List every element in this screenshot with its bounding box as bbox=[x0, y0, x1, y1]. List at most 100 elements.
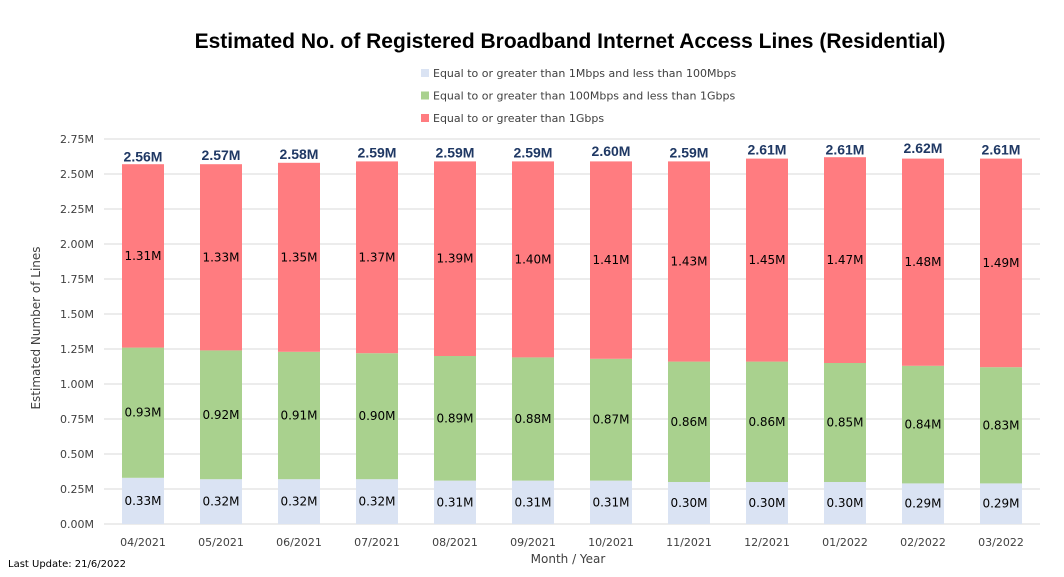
x-tick-label: 05/2021 bbox=[198, 536, 244, 549]
bar-segment-1gbps bbox=[824, 157, 866, 363]
y-tick-label: 1.75M bbox=[60, 273, 94, 286]
x-tick-label: 09/2021 bbox=[510, 536, 556, 549]
segment-data-label: 0.32M bbox=[202, 495, 239, 509]
legend-entry: Equal to or greater than 100Mbps and les… bbox=[433, 90, 735, 103]
legend-entry: Equal to or greater than 1Gbps bbox=[433, 112, 604, 125]
segment-data-label: 0.87M bbox=[592, 413, 629, 427]
segment-data-label: 0.31M bbox=[514, 495, 551, 509]
total-data-label: 2.61M bbox=[748, 142, 787, 158]
bar-segment-1gbps bbox=[590, 161, 632, 359]
y-tick-label: 2.75M bbox=[60, 133, 94, 146]
segment-data-label: 0.91M bbox=[280, 409, 317, 423]
bar-segment-1gbps bbox=[668, 161, 710, 362]
segment-data-label: 1.48M bbox=[904, 255, 941, 269]
segment-data-label: 1.31M bbox=[124, 249, 161, 263]
bar-segment-100mbps-1gbps bbox=[278, 351, 320, 480]
bar-segment-100mbps-1gbps bbox=[590, 358, 632, 481]
total-data-label: 2.60M bbox=[592, 143, 631, 159]
bar-segment-100mbps-1gbps bbox=[512, 357, 554, 481]
segment-data-label: 0.30M bbox=[748, 496, 785, 510]
y-tick-label: 2.00M bbox=[60, 238, 94, 251]
segment-data-label: 0.89M bbox=[436, 411, 473, 425]
total-data-label: 2.59M bbox=[514, 144, 553, 160]
bar-segment-100mbps-1gbps bbox=[668, 361, 710, 482]
segment-data-label: 0.86M bbox=[670, 415, 707, 429]
x-tick-label: 07/2021 bbox=[354, 536, 400, 549]
chart-title: Estimated No. of Registered Broadband In… bbox=[195, 30, 946, 53]
y-tick-label: 0.50M bbox=[60, 448, 94, 461]
segment-data-label: 1.45M bbox=[748, 253, 785, 267]
segment-data-label: 1.43M bbox=[670, 255, 707, 269]
total-data-label: 2.61M bbox=[982, 142, 1021, 158]
bar-segment-1gbps bbox=[356, 161, 398, 354]
x-tick-label: 11/2021 bbox=[666, 536, 712, 549]
bar-segment-1gbps bbox=[434, 161, 476, 356]
bar-segment-100mbps-1gbps bbox=[824, 363, 866, 482]
x-tick-label: 03/2022 bbox=[978, 536, 1024, 549]
segment-data-label: 0.90M bbox=[358, 409, 395, 423]
x-axis-ticks: 04/2021 05/2021 06/2021 07/2021 08/2021 09/20… bbox=[120, 536, 1024, 549]
bar-segment-1gbps bbox=[746, 158, 788, 362]
y-axis-ticks: 0.00M 0.25M 0.50M 0.75M 1.00M 1.25M 1.50M 1.75M… bbox=[60, 133, 94, 531]
segment-data-label: 0.93M bbox=[124, 406, 161, 420]
total-data-label: 2.56M bbox=[124, 149, 163, 165]
x-tick-label: 12/2021 bbox=[744, 536, 790, 549]
bar-segment-1mbps-100mbps bbox=[980, 483, 1022, 524]
y-tick-label: 2.25M bbox=[60, 203, 94, 216]
segment-data-label: 0.30M bbox=[670, 496, 707, 510]
bar-segment-1mbps-100mbps bbox=[746, 482, 788, 524]
gridlines bbox=[104, 138, 1040, 525]
x-tick-label: 08/2021 bbox=[432, 536, 478, 549]
segment-data-label: 1.35M bbox=[280, 250, 317, 264]
x-tick-label: 10/2021 bbox=[588, 536, 634, 549]
bar-segment-1gbps bbox=[278, 162, 320, 352]
bar-segment-100mbps-1gbps bbox=[980, 367, 1022, 484]
y-tick-label: 1.25M bbox=[60, 343, 94, 356]
total-data-label: 2.58M bbox=[280, 146, 319, 162]
segment-data-label: 0.83M bbox=[982, 418, 1019, 432]
segment-data-label: 0.85M bbox=[826, 416, 863, 430]
bar-segment-100mbps-1gbps bbox=[902, 365, 944, 484]
x-tick-label: 04/2021 bbox=[120, 536, 166, 549]
total-data-label: 2.59M bbox=[358, 144, 397, 160]
bar-segment-100mbps-1gbps bbox=[434, 356, 476, 481]
y-tick-label: 1.50M bbox=[60, 308, 94, 321]
segment-data-label: 0.31M bbox=[436, 495, 473, 509]
total-data-label: 2.61M bbox=[826, 142, 865, 158]
segment-data-label: 1.37M bbox=[358, 250, 395, 264]
segment-data-label: 1.49M bbox=[982, 256, 1019, 270]
segment-data-label: 1.41M bbox=[592, 253, 629, 267]
segment-data-label: 0.29M bbox=[904, 497, 941, 511]
bar-segment-1gbps bbox=[512, 161, 554, 358]
bar-segment-1mbps-100mbps bbox=[512, 480, 554, 524]
y-tick-label: 0.00M bbox=[60, 518, 94, 531]
bar-segment-1mbps-100mbps bbox=[590, 480, 632, 524]
y-axis-label: Estimated Number of Lines bbox=[29, 246, 43, 409]
last-update-note: Last Update: 21/6/2022 bbox=[8, 559, 126, 570]
bar-segment-1mbps-100mbps bbox=[278, 479, 320, 524]
bar-segment-100mbps-1gbps bbox=[746, 361, 788, 482]
bar-segment-1gbps bbox=[122, 164, 164, 348]
segment-data-label: 0.84M bbox=[904, 418, 941, 432]
segment-data-label: 0.29M bbox=[982, 497, 1019, 511]
total-data-label: 2.59M bbox=[670, 144, 709, 160]
segment-data-label: 0.32M bbox=[280, 495, 317, 509]
segment-data-label: 0.86M bbox=[748, 415, 785, 429]
total-data-label: 2.62M bbox=[904, 140, 943, 156]
x-tick-label: 02/2022 bbox=[900, 536, 946, 549]
segment-data-label: 0.31M bbox=[592, 495, 629, 509]
bar-segment-1mbps-100mbps bbox=[902, 483, 944, 524]
x-tick-label: 06/2021 bbox=[276, 536, 322, 549]
bar-segment-1mbps-100mbps bbox=[122, 477, 164, 524]
bar-segment-1gbps bbox=[200, 164, 242, 351]
bar-segment-1mbps-100mbps bbox=[824, 482, 866, 524]
bar-segment-1gbps bbox=[902, 158, 944, 366]
legend-swatch bbox=[421, 69, 429, 77]
segment-data-label: 0.30M bbox=[826, 496, 863, 510]
bar-segment-1mbps-100mbps bbox=[668, 482, 710, 524]
x-tick-label: 01/2022 bbox=[822, 536, 868, 549]
segment-data-label: 1.47M bbox=[826, 253, 863, 267]
legend-swatch bbox=[421, 114, 429, 122]
bar-segment-1mbps-100mbps bbox=[356, 479, 398, 524]
